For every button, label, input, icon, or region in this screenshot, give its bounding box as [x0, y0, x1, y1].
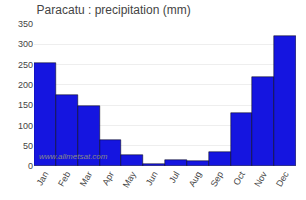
svg-text:Apr: Apr [100, 170, 116, 187]
svg-text:Paracatu : precipitation (mm): Paracatu : precipitation (mm) [37, 3, 191, 17]
svg-text:Feb: Feb [56, 170, 72, 188]
svg-text:May: May [121, 169, 138, 189]
svg-text:350: 350 [18, 19, 33, 29]
svg-text:50: 50 [23, 141, 33, 151]
svg-text:100: 100 [18, 121, 33, 131]
svg-text:Jan: Jan [35, 170, 51, 188]
svg-text:Dec: Dec [274, 169, 291, 188]
svg-text:250: 250 [18, 60, 33, 70]
svg-text:Aug: Aug [187, 170, 204, 189]
svg-text:www.allmetsat.com: www.allmetsat.com [39, 152, 108, 161]
svg-text:0: 0 [28, 161, 33, 171]
svg-text:Jul: Jul [167, 170, 181, 185]
svg-text:Jun: Jun [144, 170, 160, 188]
svg-text:Sep: Sep [209, 170, 226, 189]
svg-text:Mar: Mar [78, 170, 94, 188]
svg-text:Nov: Nov [252, 169, 269, 188]
svg-text:150: 150 [18, 100, 33, 110]
svg-text:Oct: Oct [231, 169, 247, 187]
svg-text:200: 200 [18, 80, 33, 90]
svg-text:300: 300 [18, 39, 33, 49]
